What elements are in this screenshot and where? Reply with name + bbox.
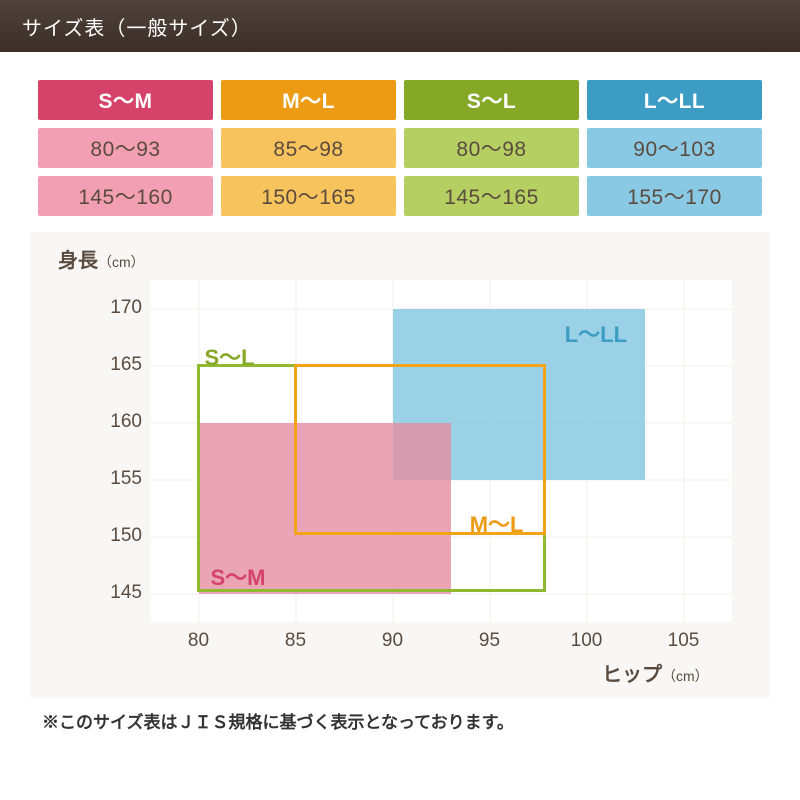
footnote-text: ※このサイズ表はＪＩＳ規格に基づく表示となっております。: [42, 713, 514, 732]
y-tick: 155: [94, 468, 142, 490]
size-col-header-ml: M～L: [221, 80, 396, 120]
x-tick: 90: [368, 630, 418, 652]
y-axis-label-text: 身長: [58, 250, 98, 272]
series-label-sl: S～L: [205, 340, 255, 372]
size-col-header-sl: S～L: [404, 80, 579, 120]
grid-x: [683, 280, 685, 622]
y-tick: 165: [94, 354, 142, 376]
size-col-height-sm: 145～160: [38, 176, 213, 216]
size-col-hip-lll: 90～103: [587, 128, 762, 168]
y-tick: 145: [94, 582, 142, 604]
size-col-height-lll: 155～170: [587, 176, 762, 216]
size-chart: 身長（cm） L～LLS～MS～LM～L ヒップ（cm） 14515015516…: [30, 232, 770, 698]
size-table-wrap: S～MM～LS～LL～LL80～9385～9880～9890～103145～16…: [0, 52, 800, 232]
size-col-header-lll: L～LL: [587, 80, 762, 120]
x-tick: 105: [659, 630, 709, 652]
size-col-hip-sm: 80～93: [38, 128, 213, 168]
y-axis-unit: （cm）: [98, 254, 145, 270]
x-tick: 100: [562, 630, 612, 652]
x-axis-label: ヒップ（cm）: [602, 658, 709, 687]
size-col-height-sl: 145～165: [404, 176, 579, 216]
page-root: サイズ表（一般サイズ） S～MM～LS～LL～LL80～9385～9880～98…: [0, 0, 800, 800]
size-table: S～MM～LS～LL～LL80～9385～9880～9890～103145～16…: [30, 72, 770, 224]
x-axis-label-text: ヒップ: [602, 664, 662, 686]
y-tick: 170: [94, 297, 142, 319]
x-tick: 85: [271, 630, 321, 652]
x-tick: 80: [174, 630, 224, 652]
page-title: サイズ表（一般サイズ）: [0, 0, 800, 52]
size-col-hip-ml: 85～98: [221, 128, 396, 168]
size-col-hip-sl: 80～98: [404, 128, 579, 168]
x-tick: 95: [465, 630, 515, 652]
size-col-header-sm: S～M: [38, 80, 213, 120]
y-axis-label: 身長（cm）: [58, 244, 145, 273]
size-col-height-ml: 150～165: [221, 176, 396, 216]
series-label-ml: M～L: [470, 507, 524, 539]
y-tick: 150: [94, 525, 142, 547]
chart-plot-area: L～LLS～MS～LM～L: [150, 280, 732, 622]
series-label-lll: L～LL: [565, 317, 627, 349]
footnote: ※このサイズ表はＪＩＳ規格に基づく表示となっております。: [0, 698, 800, 733]
page-title-text: サイズ表（一般サイズ）: [22, 12, 252, 41]
x-axis-unit: （cm）: [662, 668, 709, 684]
y-tick: 160: [94, 411, 142, 433]
